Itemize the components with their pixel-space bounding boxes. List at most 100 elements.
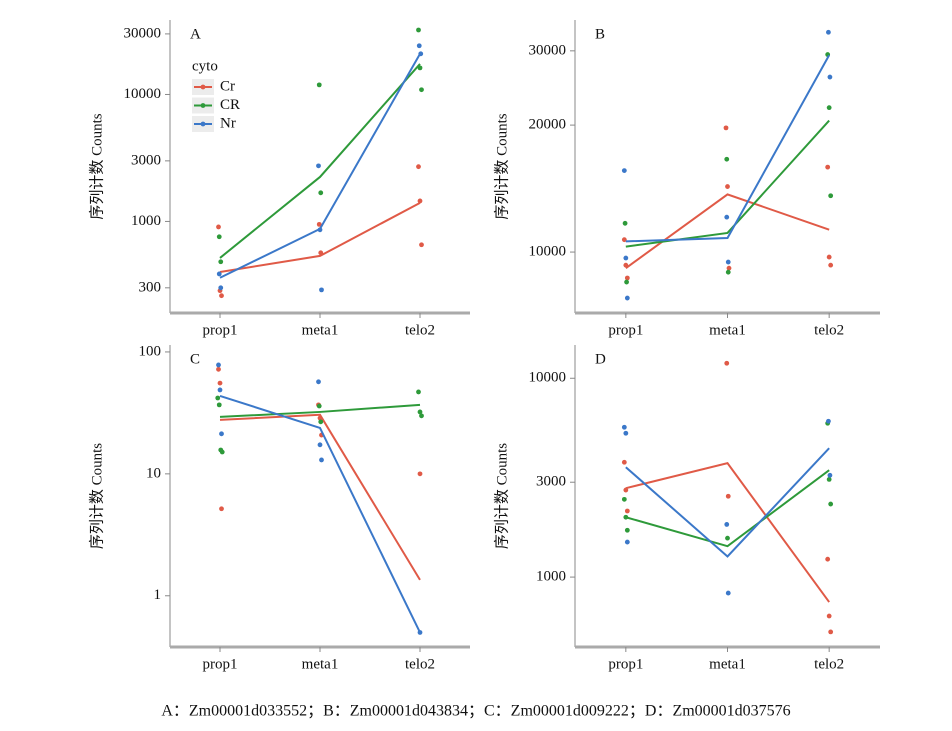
- mean-line: [219, 63, 421, 259]
- data-point: [416, 164, 421, 170]
- data-point: [725, 590, 731, 596]
- data-point: [828, 262, 834, 268]
- data-point: [217, 387, 223, 393]
- data-point: [219, 449, 225, 455]
- mean-line: [625, 462, 830, 603]
- y-tick-label: 100: [139, 343, 162, 359]
- y-tick-label: 20000: [529, 117, 567, 133]
- legend-dot: [200, 103, 206, 108]
- data-point: [623, 255, 629, 261]
- y-tick-label: 10000: [529, 244, 567, 260]
- x-tick-label: telo2: [814, 322, 844, 338]
- data-point: [624, 508, 630, 514]
- data-point: [318, 190, 324, 196]
- data-point: [219, 506, 224, 512]
- data-point: [726, 265, 732, 271]
- data-point: [419, 413, 424, 419]
- data-point: [826, 476, 832, 482]
- data-point: [825, 164, 831, 170]
- data-point: [621, 237, 627, 243]
- x-tick-label: meta1: [709, 656, 746, 672]
- x-tick-label: meta1: [302, 322, 339, 338]
- data-point: [826, 29, 831, 35]
- legend-dot: [200, 84, 206, 90]
- mean-line: [219, 53, 421, 279]
- data-point: [316, 403, 322, 409]
- data-point: [217, 380, 223, 386]
- data-point: [417, 198, 423, 204]
- data-point: [624, 539, 630, 545]
- data-point: [724, 214, 730, 220]
- data-point: [218, 259, 224, 265]
- y-axis-label: 序列计数 Counts: [88, 113, 105, 219]
- x-tick-label: telo2: [405, 656, 435, 672]
- data-point: [216, 224, 221, 230]
- data-point: [316, 221, 322, 227]
- data-point: [216, 362, 221, 368]
- data-point: [219, 293, 224, 299]
- data-point: [624, 275, 630, 281]
- data-point: [417, 471, 423, 477]
- data-point: [319, 287, 324, 293]
- legend-dot: [200, 121, 206, 127]
- y-tick-label: 1: [154, 587, 162, 603]
- data-point: [316, 82, 322, 88]
- data-point: [621, 424, 627, 430]
- data-point: [827, 472, 833, 478]
- panel-label: D: [595, 351, 606, 367]
- mean-line: [219, 413, 421, 581]
- panel-label: A: [190, 26, 201, 42]
- data-point: [725, 493, 731, 499]
- x-tick-label: prop1: [608, 656, 643, 672]
- mean-line: [625, 119, 830, 248]
- y-axis-label: 序列计数 Counts: [493, 113, 510, 219]
- y-axis-label: 序列计数 Counts: [493, 443, 510, 549]
- data-point: [624, 279, 629, 285]
- data-point: [725, 269, 731, 275]
- y-tick-label: 300: [139, 279, 162, 295]
- x-tick-label: prop1: [203, 322, 238, 338]
- data-point: [828, 629, 834, 635]
- mean-line: [219, 201, 421, 273]
- mean-line: [625, 54, 831, 243]
- data-point: [215, 395, 221, 401]
- y-tick-label: 10: [146, 465, 161, 481]
- caption: A：Zm00001d033552；B：Zm00001d043834；C：Zm00…: [161, 703, 790, 720]
- mean-line: [625, 447, 830, 558]
- data-point: [826, 418, 831, 424]
- panel-label: B: [595, 26, 605, 42]
- data-point: [622, 220, 628, 226]
- data-point: [725, 184, 730, 189]
- panel-label: C: [190, 351, 200, 367]
- x-tick-label: meta1: [709, 322, 746, 338]
- data-point: [416, 43, 422, 49]
- data-point: [316, 163, 321, 169]
- data-point: [826, 105, 832, 111]
- y-tick-label: 10000: [124, 86, 162, 102]
- data-point: [317, 442, 323, 448]
- data-point: [319, 457, 324, 463]
- y-axis-label: 序列计数 Counts: [88, 443, 105, 549]
- data-point: [216, 234, 222, 240]
- data-point: [316, 379, 321, 385]
- data-point: [624, 527, 630, 533]
- data-point: [621, 168, 627, 174]
- data-point: [216, 366, 221, 372]
- data-point: [621, 459, 627, 465]
- data-point: [416, 27, 421, 33]
- data-point: [216, 271, 222, 277]
- data-point: [417, 409, 423, 415]
- data-point: [828, 193, 834, 199]
- x-tick-label: telo2: [405, 322, 435, 338]
- x-tick-label: telo2: [814, 656, 844, 672]
- data-point: [725, 535, 730, 541]
- mean-line: [219, 394, 421, 633]
- legend-label: Nr: [220, 115, 236, 131]
- x-tick-label: meta1: [302, 656, 339, 672]
- data-point: [624, 295, 630, 301]
- y-tick-label: 30000: [529, 42, 567, 58]
- y-tick-label: 1000: [536, 569, 566, 585]
- y-tick-label: 3000: [536, 474, 566, 490]
- data-point: [826, 254, 832, 260]
- x-tick-label: prop1: [608, 322, 643, 338]
